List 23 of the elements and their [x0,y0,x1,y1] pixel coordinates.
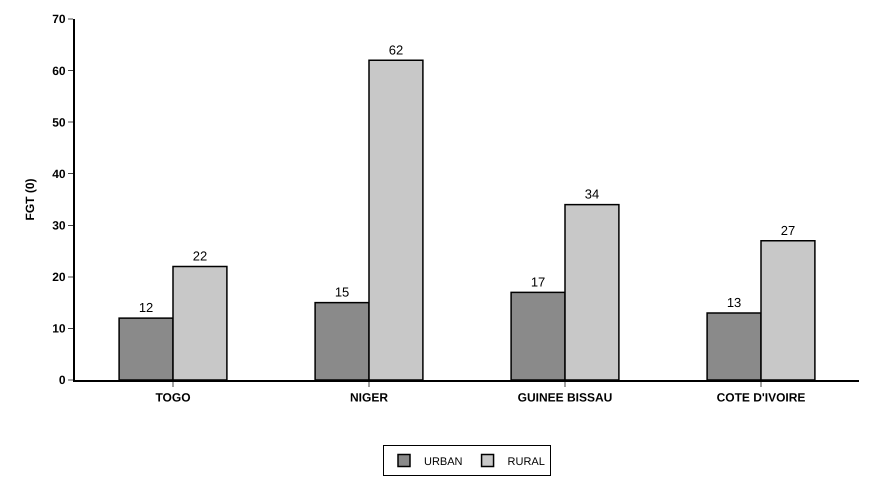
y-tick-label: 30 [52,218,66,232]
data-label: 17 [530,274,546,290]
y-tick-label: 40 [52,166,66,181]
y-tick-label: 70 [52,12,66,26]
x-tick-label: TOGO [155,390,191,404]
legend-label: URBAN [424,456,463,468]
data-label: 13 [726,294,742,310]
y-tick-label: 60 [52,64,66,78]
y-tick-label: 10 [52,322,66,336]
y-tick-label: 0 [58,373,66,388]
x-tick-label: GUINEE BISSAU [518,390,612,404]
x-tick-label: NIGER [350,390,388,404]
x-tick-label: COTE D'IVOIRE [716,390,806,404]
y-tick-label: 20 [52,270,66,284]
legend-label: RURAL [508,456,545,468]
data-label: 34 [584,186,600,202]
y-axis-title: FGT (0) [23,178,38,220]
data-label: 15 [334,284,350,300]
data-label: 22 [192,248,208,264]
data-label: 27 [780,222,796,238]
y-tick-label: 50 [52,115,66,130]
data-label: 12 [138,300,154,316]
data-label: 62 [388,42,404,58]
